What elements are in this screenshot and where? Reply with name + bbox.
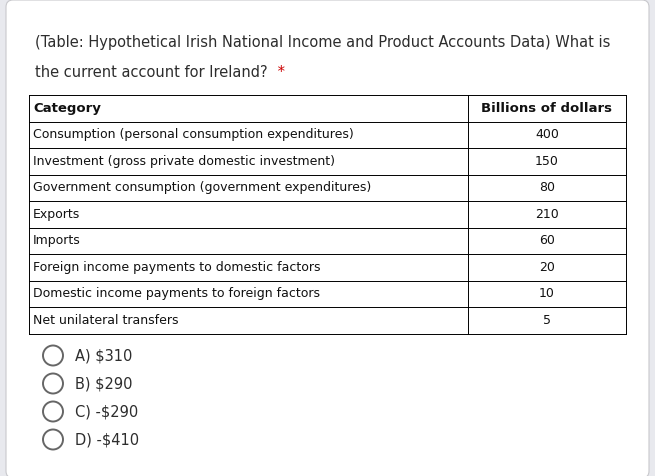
Text: Billions of dollars: Billions of dollars	[481, 102, 612, 115]
Text: 400: 400	[535, 128, 559, 141]
Text: Foreign income payments to domestic factors: Foreign income payments to domestic fact…	[33, 261, 320, 274]
Text: B) $290: B) $290	[75, 376, 132, 391]
FancyBboxPatch shape	[6, 0, 649, 476]
Text: Domestic income payments to foreign factors: Domestic income payments to foreign fact…	[33, 287, 320, 300]
Text: Investment (gross private domestic investment): Investment (gross private domestic inves…	[33, 155, 335, 168]
Text: Government consumption (government expenditures): Government consumption (government expen…	[33, 181, 371, 194]
Text: Consumption (personal consumption expenditures): Consumption (personal consumption expend…	[33, 128, 354, 141]
Text: 5: 5	[543, 314, 551, 327]
Text: A) $310: A) $310	[75, 348, 132, 363]
Text: Imports: Imports	[33, 234, 81, 247]
Text: *: *	[273, 65, 285, 80]
Text: Exports: Exports	[33, 208, 81, 221]
Text: C) -$290: C) -$290	[75, 404, 138, 419]
Text: D) -$410: D) -$410	[75, 432, 139, 447]
Text: Category: Category	[33, 102, 101, 115]
Text: (Table: Hypothetical Irish National Income and Product Accounts Data) What is: (Table: Hypothetical Irish National Inco…	[35, 35, 610, 50]
Text: 150: 150	[535, 155, 559, 168]
Text: 210: 210	[535, 208, 559, 221]
Text: 60: 60	[539, 234, 555, 247]
Text: 10: 10	[539, 287, 555, 300]
Text: 20: 20	[539, 261, 555, 274]
Text: the current account for Ireland?: the current account for Ireland?	[35, 65, 268, 80]
Text: 80: 80	[539, 181, 555, 194]
Text: Net unilateral transfers: Net unilateral transfers	[33, 314, 179, 327]
